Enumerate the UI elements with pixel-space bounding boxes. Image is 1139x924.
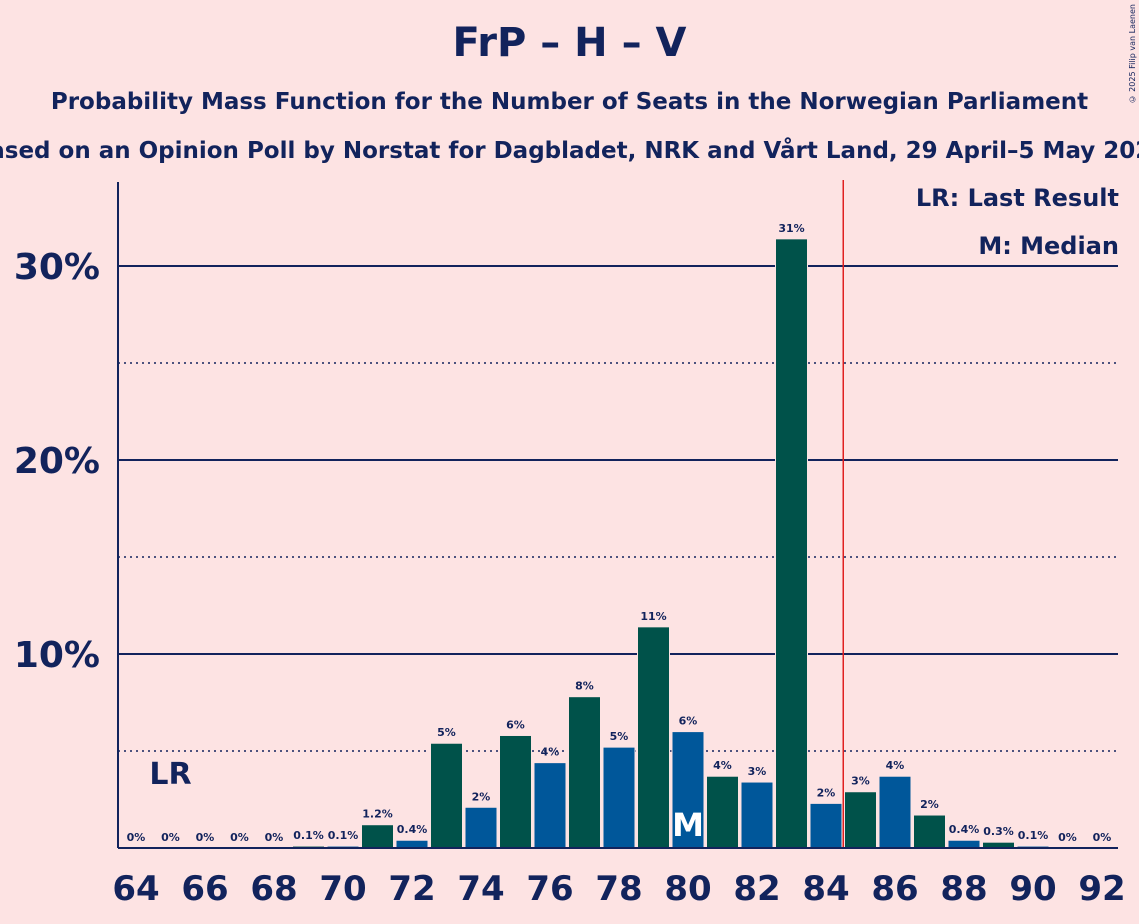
x-tick-label: 76 (526, 869, 573, 909)
x-tick-label: 82 (733, 869, 780, 909)
bar-seat-85 (844, 791, 877, 849)
bar-value-label: 2% (920, 798, 939, 811)
bar-value-label: 0.4% (397, 823, 428, 836)
x-tick-label: 66 (181, 869, 228, 909)
last-result-marker: LR (149, 757, 191, 792)
bar-seat-76 (533, 762, 567, 849)
bar-seat-82 (740, 781, 774, 849)
bar-value-label: 0% (265, 831, 284, 844)
bar-seat-75 (499, 734, 532, 849)
bar-seat-73 (430, 742, 463, 849)
bar-value-label: 31% (778, 222, 804, 235)
bar-seat-88 (947, 839, 981, 849)
bar-value-label: 0% (196, 831, 215, 844)
bar-value-label: 6% (679, 715, 698, 728)
bar-value-label: 0% (1058, 831, 1077, 844)
bar-seat-81 (706, 775, 739, 849)
x-tick-label: 74 (457, 869, 504, 909)
bar-value-label: 1.2% (362, 808, 393, 821)
bar-seat-71 (361, 824, 394, 849)
bar-value-label: 3% (851, 775, 870, 788)
bar-seat-87 (913, 814, 946, 849)
x-tick-label: 64 (112, 869, 159, 909)
bar-value-label: 5% (610, 730, 629, 743)
x-tick-label: 84 (802, 869, 849, 909)
bar-value-label: 4% (713, 759, 732, 772)
x-tick-label: 72 (388, 869, 435, 909)
bar-value-label: 5% (437, 726, 456, 739)
bar-seat-84 (809, 802, 843, 849)
x-tick-label: 86 (871, 869, 918, 909)
bar-value-label: 0.1% (293, 829, 324, 842)
bar-seat-77 (568, 696, 601, 849)
x-tick-label: 80 (664, 869, 711, 909)
bar-seat-78 (602, 746, 636, 849)
bar-value-label: 4% (541, 746, 560, 759)
legend-last-result: LR: Last Result (909, 184, 1119, 212)
chart-subtitle: Probability Mass Function for the Number… (50, 89, 1089, 115)
chart-source: Based on an Opinion Poll by Norstat for … (0, 138, 1139, 164)
bar-value-label: 0.1% (328, 829, 359, 842)
bar-value-label: 0.4% (949, 823, 980, 836)
x-tick-label: 92 (1078, 869, 1125, 909)
bar-value-label: 2% (817, 786, 836, 799)
bar-value-label: 8% (575, 680, 594, 693)
chart-title: FrP – H – V (452, 20, 687, 66)
x-tick-label: 88 (940, 869, 987, 909)
bar-value-label: 4% (886, 759, 905, 772)
bar-value-label: 0% (161, 831, 180, 844)
bar-seat-83 (775, 238, 808, 849)
bar-value-label: 0% (230, 831, 249, 844)
median-marker: M (672, 806, 704, 844)
bar-value-label: 0% (1093, 831, 1112, 844)
bar-seat-79 (637, 626, 670, 849)
x-tick-label: 78 (595, 869, 642, 909)
bar-value-label: 0.1% (1018, 829, 1049, 842)
y-tick-label: 30% (14, 247, 100, 288)
x-tick-label: 68 (250, 869, 297, 909)
y-tick-label: 20% (14, 441, 100, 482)
bar-value-label: 6% (506, 718, 525, 731)
bar-value-label: 2% (472, 790, 491, 803)
bar-seat-72 (395, 839, 429, 849)
bar-value-label: 0% (127, 831, 146, 844)
bar-seat-74 (464, 806, 498, 849)
bar-seat-80 (671, 731, 705, 849)
bar-seat-86 (878, 775, 912, 849)
bar-value-label: 11% (640, 610, 666, 623)
bar-value-label: 0.3% (983, 825, 1014, 838)
x-tick-label: 70 (319, 869, 366, 909)
legend-median: M: Median (972, 232, 1119, 260)
x-tick-label: 90 (1009, 869, 1056, 909)
y-tick-label: 10% (14, 635, 100, 676)
bar-value-label: 3% (748, 765, 767, 778)
